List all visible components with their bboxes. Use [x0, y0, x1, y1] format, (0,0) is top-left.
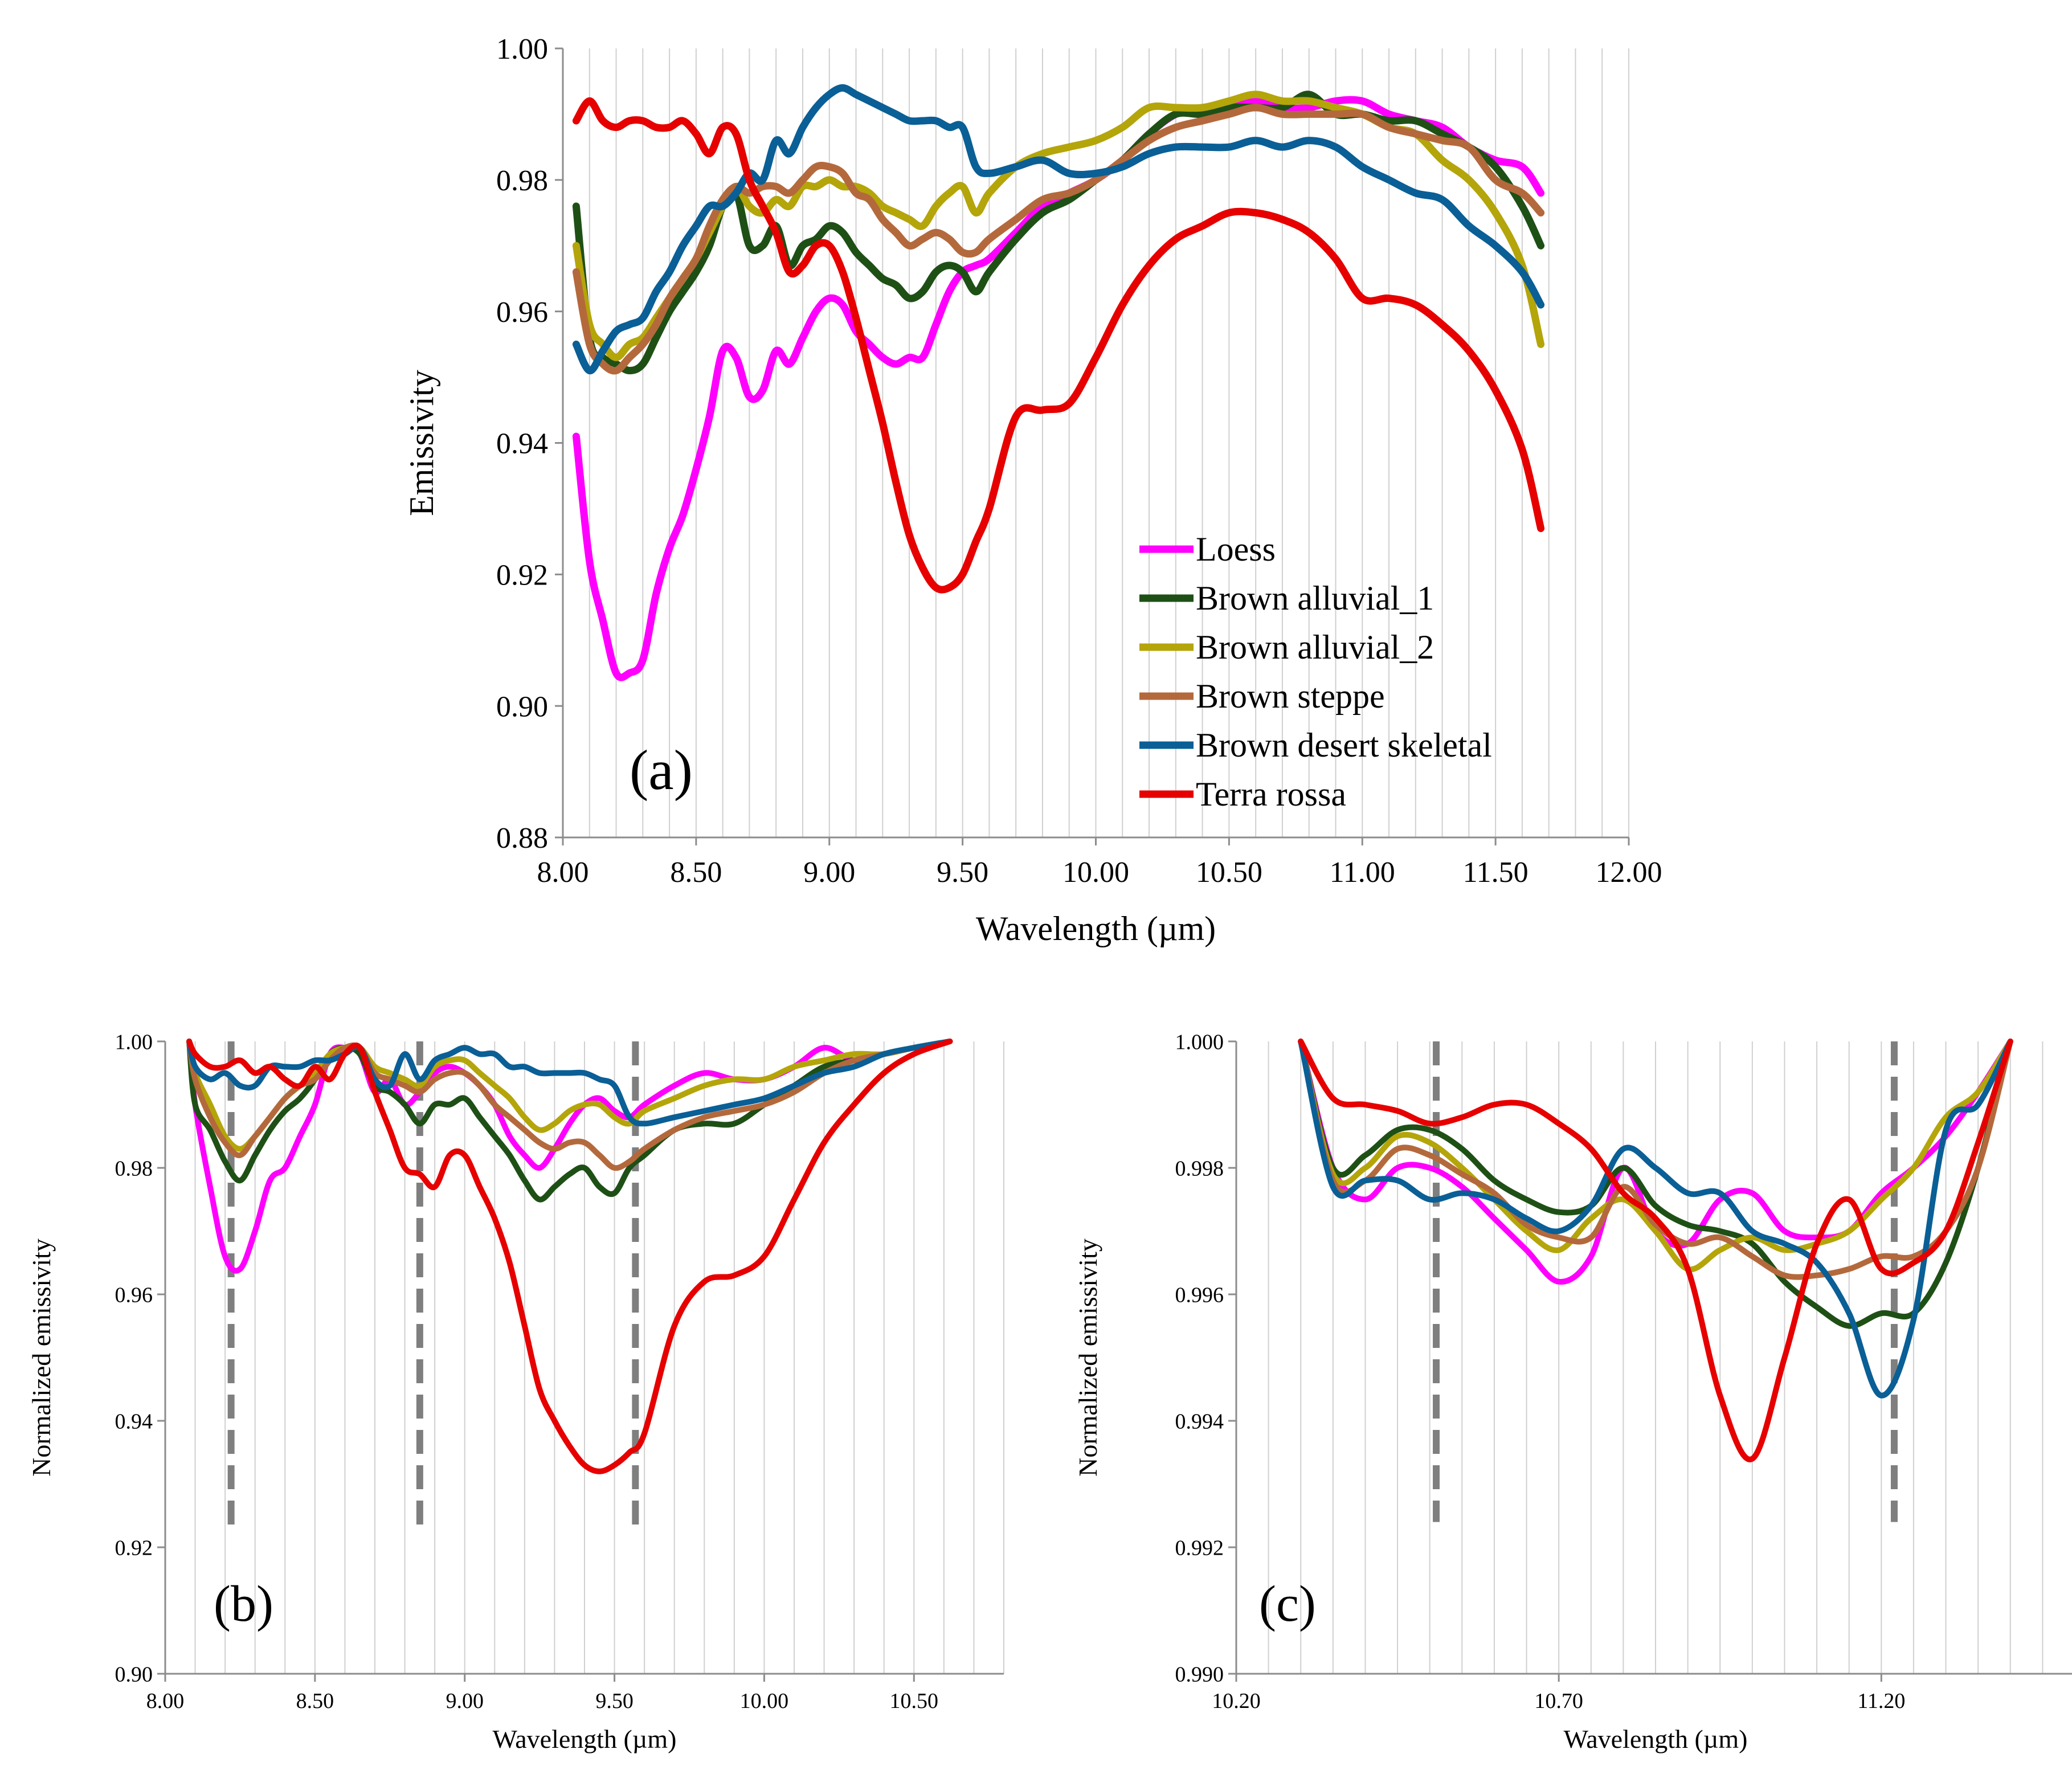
y-tick-label: 0.92 — [496, 559, 548, 592]
series-line-brown-desert-skeletal — [572, 84, 1545, 374]
x-tick-label: 11.20 — [1857, 1689, 1905, 1713]
y-tick-label: 0.98 — [496, 165, 548, 197]
series-line-brown-alluvial-1 — [1298, 1039, 2013, 1329]
y-tick-label: 1.000 — [1175, 1030, 1224, 1054]
panel-label: (b) — [214, 1576, 273, 1632]
x-tick-label: 10.00 — [1062, 856, 1129, 889]
x-tick-label: 8.50 — [670, 856, 722, 889]
x-tick-label: 9.50 — [595, 1689, 634, 1713]
x-tick-label: 8.50 — [296, 1689, 334, 1713]
panel-label: (c) — [1259, 1576, 1316, 1632]
y-tick-label: 0.94 — [496, 428, 548, 460]
x-tick-label: 10.70 — [1534, 1689, 1583, 1713]
series-line-terra-rossa — [186, 1039, 953, 1474]
x-axis-title: Wavelength (µm) — [493, 1724, 677, 1754]
y-tick-label: 0.994 — [1175, 1409, 1224, 1433]
y-tick-label: 0.94 — [115, 1409, 153, 1433]
x-gridlines — [589, 48, 1629, 837]
x-tick-label: 9.00 — [803, 856, 855, 889]
y-tick-label: 0.90 — [496, 690, 548, 723]
legend-entry-label: Brown steppe — [1196, 677, 1385, 715]
legend-entry-label: Loess — [1196, 530, 1276, 568]
series-line-terra-rossa — [1298, 1039, 2013, 1462]
x-tick-label: 11.50 — [1463, 856, 1529, 889]
y-tick-label: 0.992 — [1175, 1536, 1224, 1560]
series-line-loess — [572, 96, 1545, 681]
y-axis-title: Emissivity — [403, 370, 440, 516]
series-line-brown-steppe — [1298, 1039, 2013, 1280]
y-tick-label: 0.90 — [115, 1662, 153, 1686]
legend-entry-label: Brown alluvial_2 — [1196, 628, 1434, 666]
y-tick-label: 0.92 — [115, 1536, 153, 1560]
y-tick-label: 0.98 — [115, 1156, 153, 1180]
x-tick-label: 12.00 — [1596, 856, 1662, 889]
series-line-terra-rossa — [572, 97, 1545, 594]
legend: Loess Brown alluvial_1 Brown alluvial_2 Bro… — [1139, 530, 1492, 813]
series-line-loess — [1298, 1039, 2013, 1285]
series-line-brown-alluvial-1 — [572, 91, 1545, 374]
panel-label: (a) — [630, 738, 693, 802]
series-line-brown-alluvial-2 — [1298, 1039, 2013, 1273]
y-tick-label: 0.998 — [1175, 1156, 1224, 1180]
panel-b: 0.90 0.92 0.94 0.96 0.98 1.00 8.00 8.50 9.00 9.50… — [27, 1030, 1004, 1754]
legend-entry-label: Terra rossa — [1196, 775, 1346, 813]
y-axis-title: Normalized emissivity — [1073, 1239, 1102, 1477]
x-axis-title: Wavelength (µm) — [976, 910, 1216, 947]
legend-entry-label: Brown alluvial_1 — [1196, 579, 1434, 617]
y-tick-label: 1.00 — [496, 33, 548, 66]
y-tick-label: 0.996 — [1175, 1283, 1224, 1307]
y-tick-label: 1.00 — [115, 1030, 153, 1054]
x-tick-label: 8.00 — [537, 856, 589, 889]
y-axis-title: Normalized emissivity — [27, 1239, 56, 1477]
x-tick-label: 9.50 — [937, 856, 988, 889]
x-tick-label: 10.50 — [1196, 856, 1262, 889]
x-axis-title: Wavelength (µm) — [1564, 1724, 1748, 1754]
x-tick-label: 11.00 — [1330, 856, 1395, 889]
series-line-brown-steppe — [572, 104, 1545, 375]
panel-c: 0.990 0.992 0.994 0.996 0.998 1.000 10.20 10.70… — [1073, 1030, 2072, 1754]
legend-entry-label: Brown desert skeletal — [1196, 726, 1492, 764]
x-tick-label: 10.50 — [890, 1689, 939, 1713]
x-tick-label: 10.20 — [1212, 1689, 1261, 1713]
x-gridlines — [194, 1041, 1004, 1674]
x-tick-label: 10.00 — [740, 1689, 789, 1713]
x-tick-label: 8.00 — [146, 1689, 185, 1713]
y-tick-label: 0.96 — [115, 1283, 153, 1307]
panel-a: 0.88 0.90 0.92 0.94 0.96 0.98 1.00 8.00 8.50 9.00… — [403, 33, 1662, 947]
series-line-brown-desert-skeletal — [186, 1039, 953, 1127]
x-gridlines — [1268, 1041, 2044, 1674]
series-line-brown-desert-skeletal — [1298, 1039, 2013, 1399]
series-line-brown-alluvial-1 — [186, 1039, 953, 1203]
y-tick-label: 0.990 — [1175, 1662, 1224, 1686]
y-tick-label: 0.96 — [496, 296, 548, 329]
y-tick-label: 0.88 — [496, 822, 548, 855]
series-line-brown-steppe — [186, 1039, 953, 1171]
x-tick-label: 9.00 — [446, 1689, 484, 1713]
